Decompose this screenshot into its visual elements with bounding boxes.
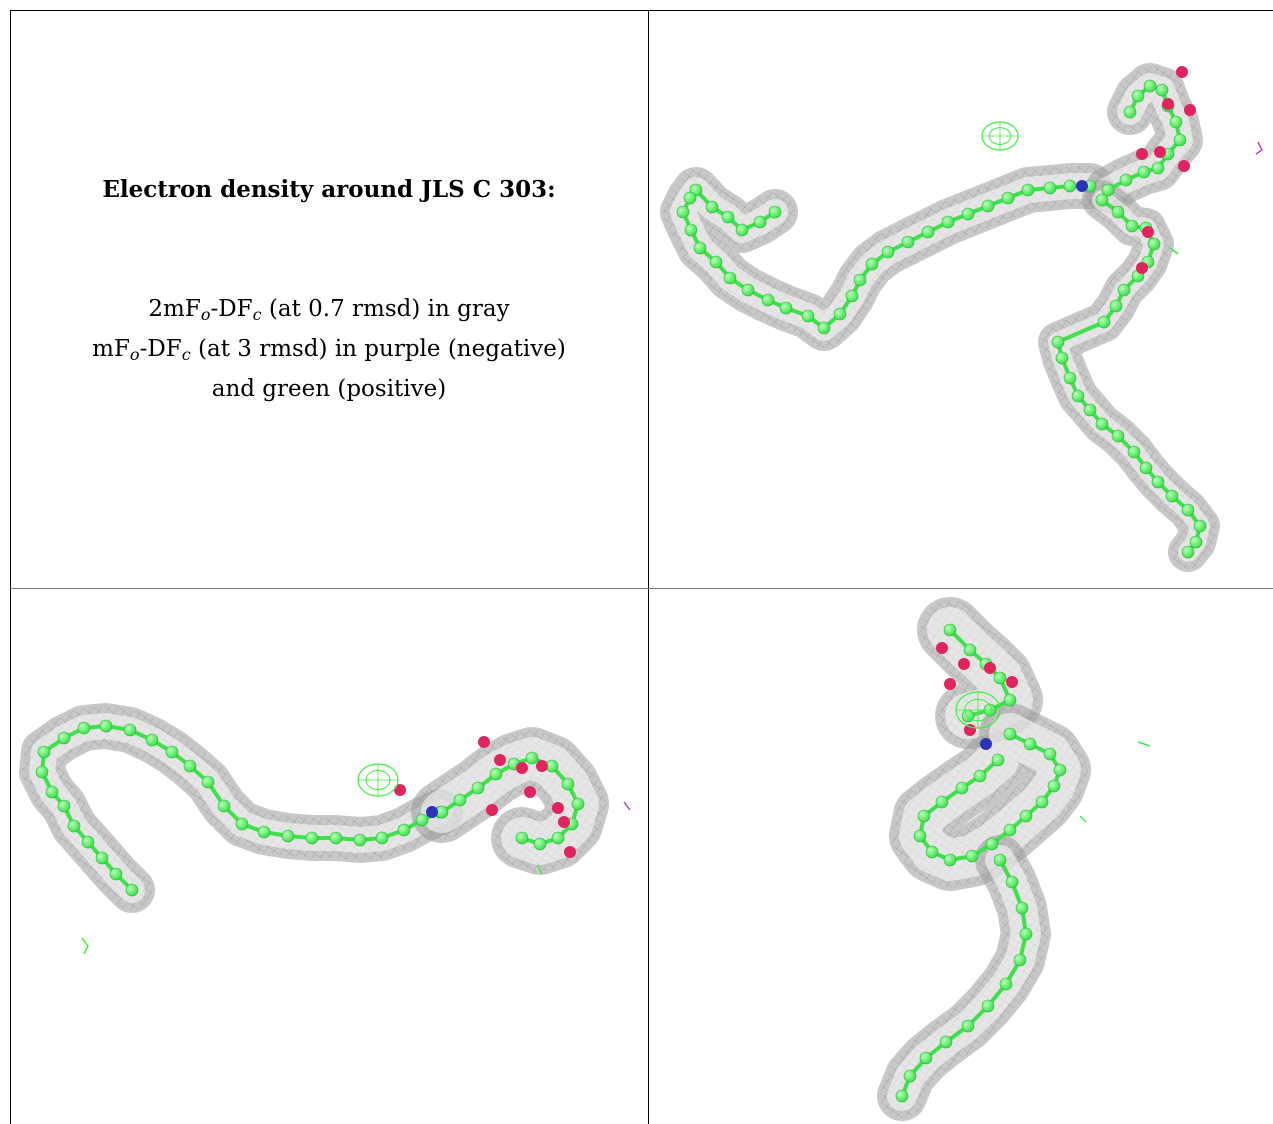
oxygen-atom	[1142, 226, 1154, 238]
carbon-atoms	[676, 79, 1207, 559]
density-view-bottom-right	[877, 597, 1151, 1121]
caption-title: Electron density around JLS C 303:	[102, 176, 556, 203]
oxygen-atom	[936, 642, 948, 654]
nitrogen-atom	[980, 738, 992, 750]
negative-density-fragment	[623, 801, 631, 811]
nitrogen-atom	[426, 806, 438, 818]
density-view-top-right	[660, 63, 1263, 572]
caption-line-2mfo-dfc: 2mFo-DFc (at 0.7 rmsd) in gray	[148, 296, 510, 324]
negative-density-fragment	[1255, 141, 1263, 155]
oxygen-atom	[564, 846, 576, 858]
carbon-atoms	[35, 719, 585, 897]
figure-caption: Electron density around JLS C 303: 2mFo-…	[10, 10, 648, 588]
oxygen-atom	[524, 786, 536, 798]
oxygen-atom	[536, 760, 548, 772]
oxygen-atom	[984, 662, 996, 674]
positive-density-blob	[357, 763, 399, 797]
table-border-top	[10, 10, 1273, 11]
positive-density-fragment	[1079, 815, 1087, 823]
oxygen-atom	[1176, 66, 1188, 78]
table-border-left	[10, 10, 11, 1124]
caption-line-colors: and green (positive)	[211, 376, 447, 402]
nitrogen-atom	[1076, 180, 1088, 192]
positive-density-fragment	[1169, 247, 1179, 255]
oxygen-atom	[958, 658, 970, 670]
positive-density-blob	[981, 121, 1019, 151]
oxygen-atom	[558, 816, 570, 828]
oxygen-atom	[552, 802, 564, 814]
caption-line-mfo-dfc: mFo-DFc (at 3 rmsd) in purple (negative)	[92, 336, 566, 364]
oxygen-atom	[1136, 148, 1148, 160]
oxygen-atom	[1136, 262, 1148, 274]
oxygen-atom	[944, 678, 956, 690]
positive-density-fragment	[537, 865, 543, 875]
oxygen-atom	[1162, 98, 1174, 110]
oxygen-atom	[478, 736, 490, 748]
positive-density-fragment	[81, 937, 89, 955]
positive-density-blob	[955, 691, 1001, 729]
positive-density-fragment	[1137, 741, 1151, 747]
oxygen-atom	[1006, 676, 1018, 688]
density-mesh	[660, 63, 1220, 572]
oxygen-atom	[1178, 160, 1190, 172]
table-divider-horizontal	[10, 588, 1273, 589]
oxygen-atom	[964, 724, 976, 736]
oxygen-atom	[486, 804, 498, 816]
density-view-bottom-left	[19, 703, 631, 955]
oxygen-atom	[394, 784, 406, 796]
oxygen-atom	[494, 754, 506, 766]
caption-body: 2mFo-DFc (at 0.7 rmsd) in gray mFo-DFc (…	[10, 292, 648, 406]
table-divider-vertical	[648, 10, 649, 1124]
oxygen-atom	[516, 762, 528, 774]
oxygen-atom	[1184, 104, 1196, 116]
oxygen-atom	[1154, 146, 1166, 158]
